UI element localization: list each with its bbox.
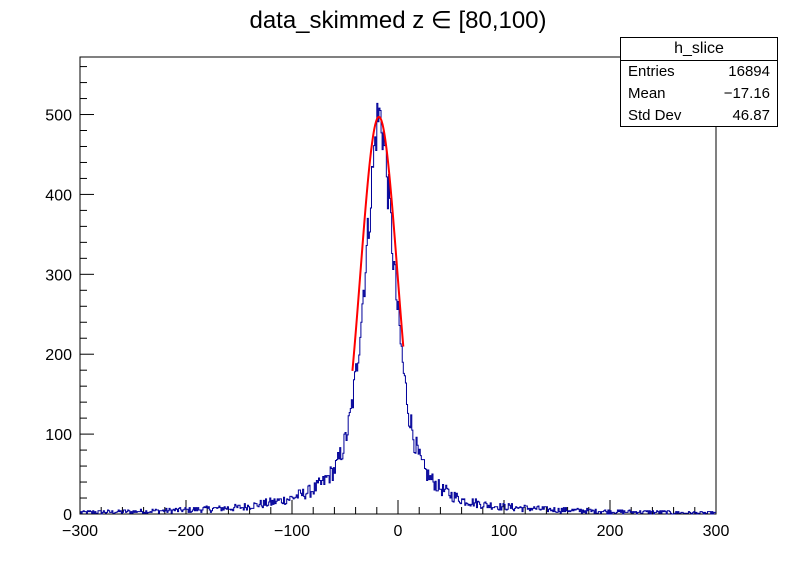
stats-box: h_slice Entries 16894 Mean −17.16 Std De… — [620, 37, 778, 127]
stats-row-entries: Entries 16894 — [621, 61, 777, 83]
x-tick-label: 100 — [491, 523, 518, 540]
y-tick-label: 100 — [45, 427, 72, 444]
y-tick-label: 400 — [45, 187, 72, 204]
stats-row-mean: Mean −17.16 — [621, 83, 777, 105]
stats-label: Mean — [628, 85, 666, 102]
x-axis: −300 −200 −100 0 100 200 300 — [62, 500, 729, 540]
stats-box-name: h_slice — [621, 38, 777, 61]
y-tick-label: 500 — [45, 108, 72, 125]
x-tick-label: −100 — [274, 523, 310, 540]
stats-value: 46.87 — [732, 107, 770, 124]
y-tick-label: 0 — [63, 507, 72, 524]
x-tick-label: −300 — [62, 523, 98, 540]
stats-row-stddev: Std Dev 46.87 — [621, 105, 777, 127]
x-tick-label: −200 — [168, 523, 204, 540]
x-tick-label: 200 — [597, 523, 624, 540]
x-tick-label: 0 — [394, 523, 403, 540]
x-tick-label: 300 — [703, 523, 730, 540]
y-tick-label: 200 — [45, 347, 72, 364]
stats-value: −17.16 — [723, 85, 770, 102]
y-tick-label: 300 — [45, 267, 72, 284]
stats-value: 16894 — [728, 63, 770, 80]
gaussian-fit-curve — [351, 115, 405, 371]
histogram-series — [80, 102, 716, 515]
chart-title: data_skimmed z ∈ [80,100) — [249, 7, 547, 34]
y-axis: 0 100 200 300 400 500 — [45, 66, 94, 524]
stats-label: Entries — [628, 63, 675, 80]
stats-label: Std Dev — [628, 107, 682, 124]
